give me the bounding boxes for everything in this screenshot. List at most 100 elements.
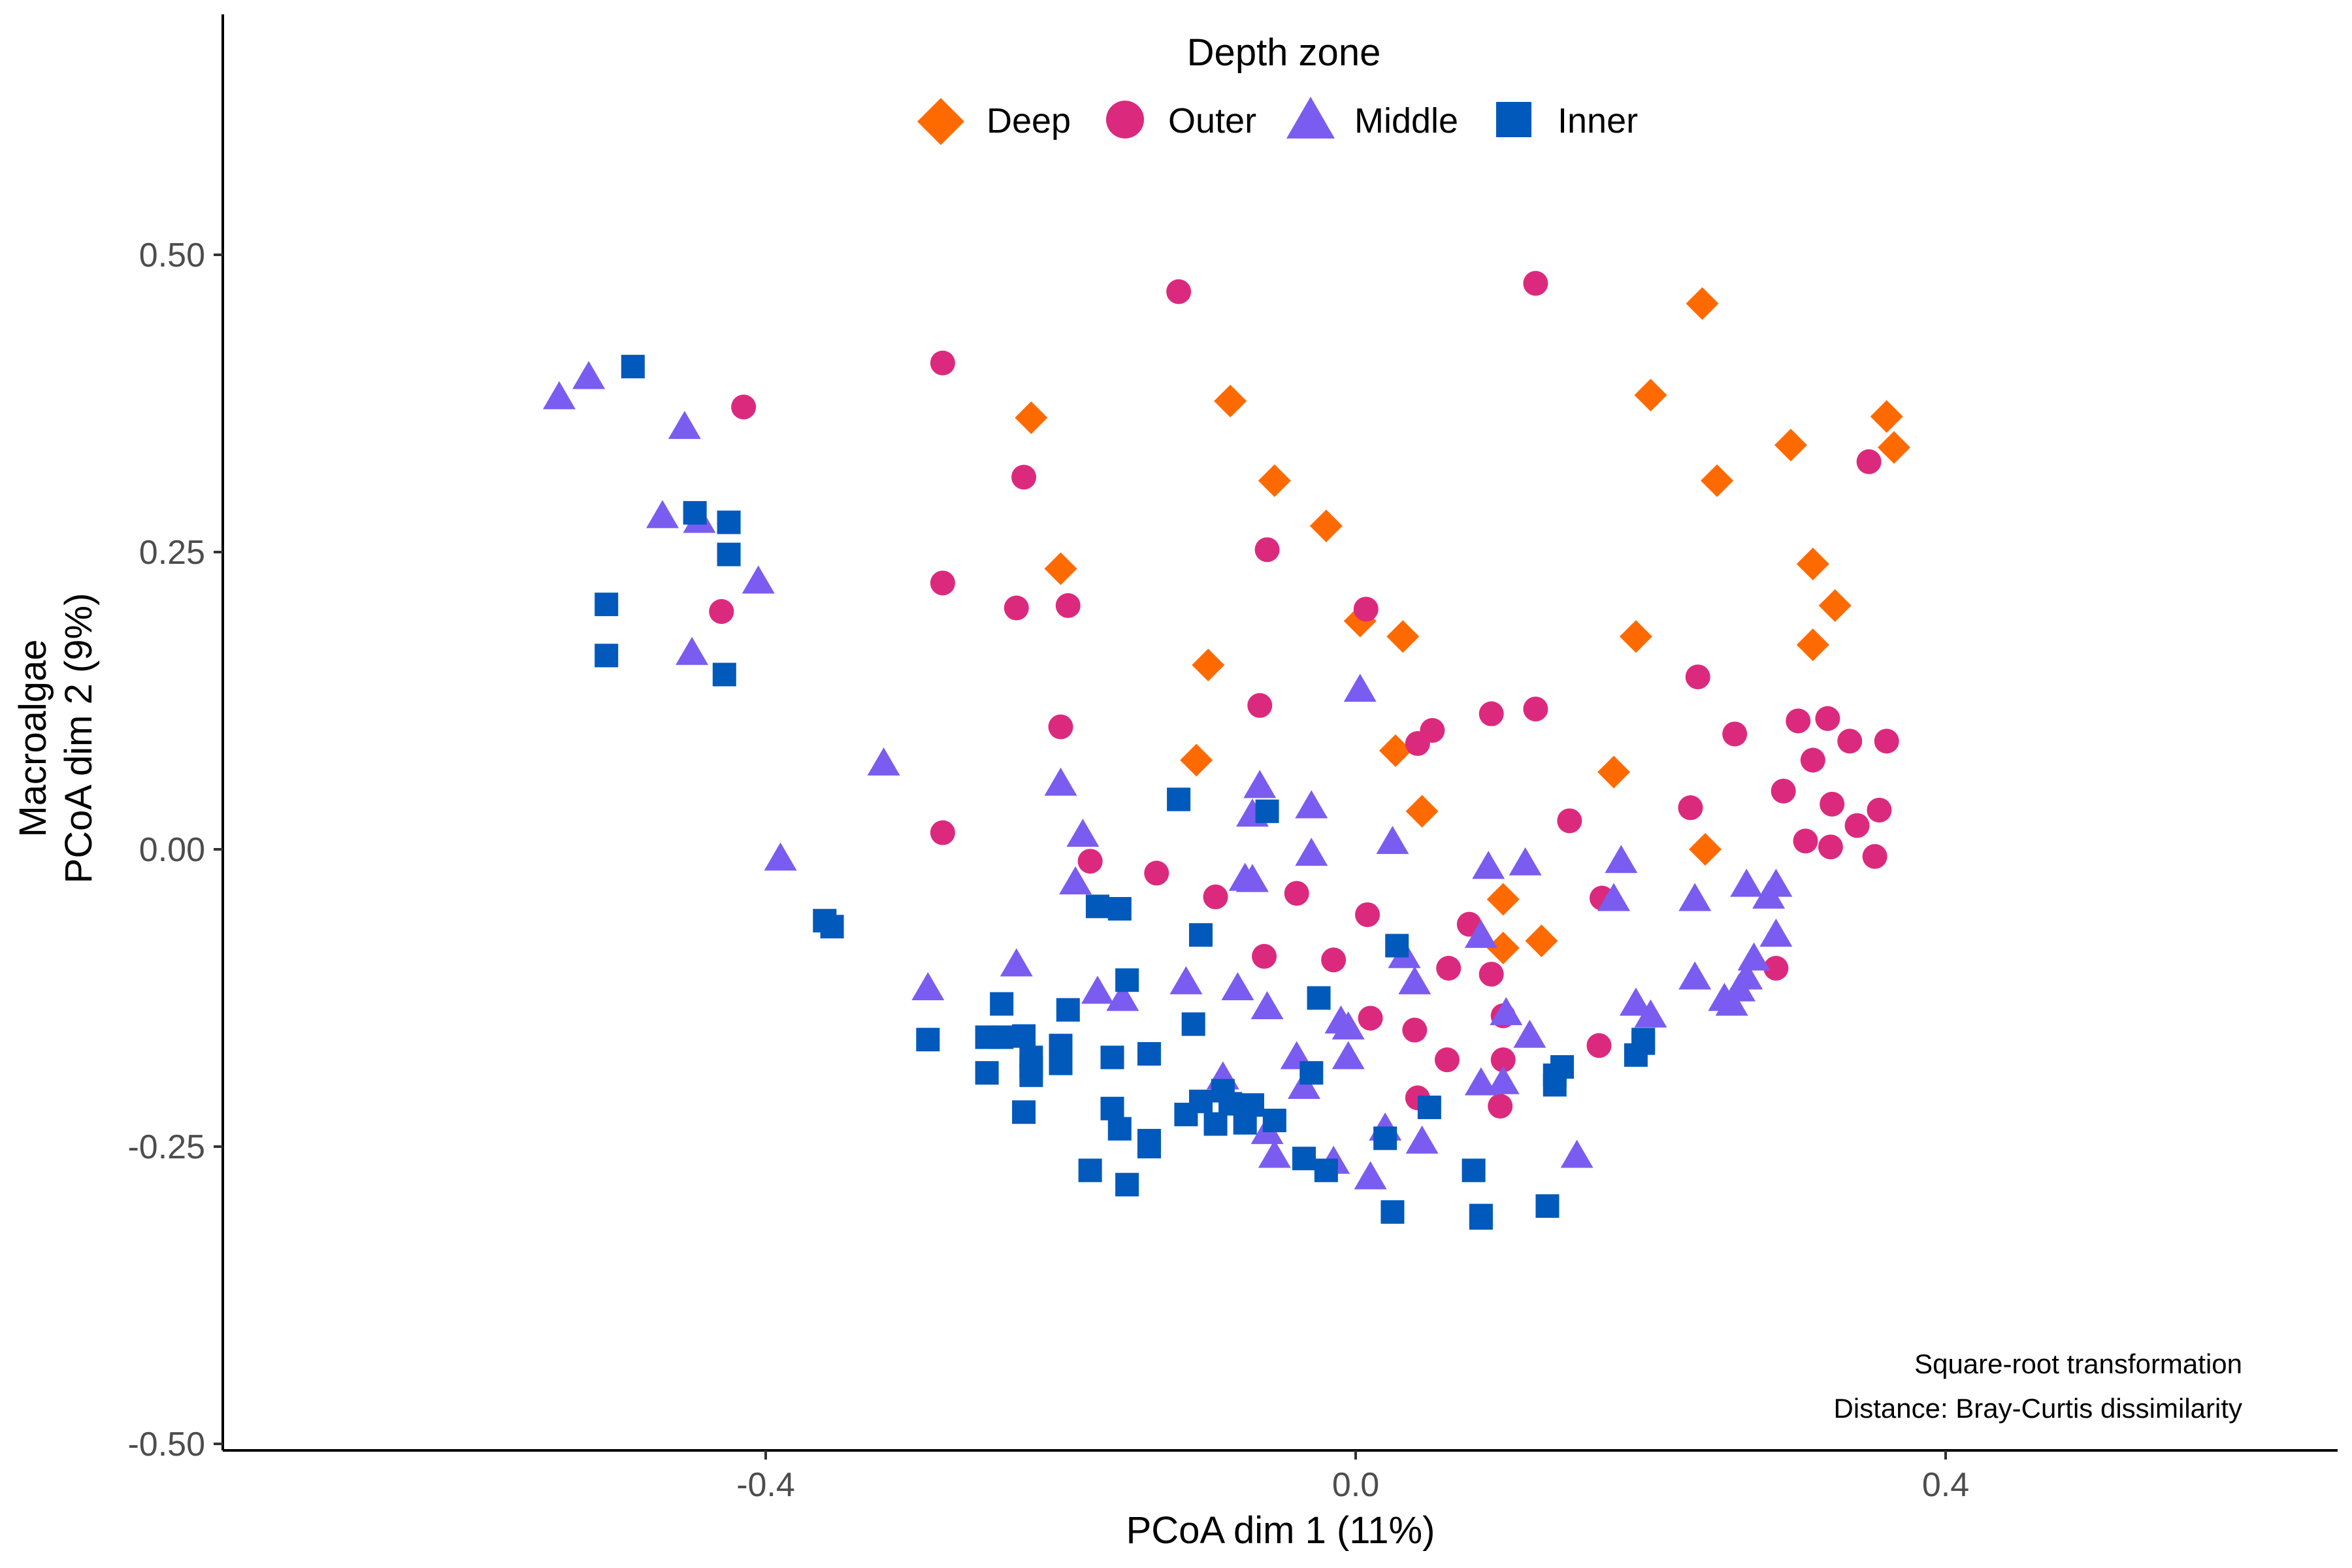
point-inner	[1462, 1158, 1486, 1183]
point-middle	[911, 972, 945, 1000]
point-outer	[1405, 731, 1430, 757]
point-middle	[1059, 866, 1092, 894]
point-middle	[742, 565, 775, 594]
point-outer	[1321, 947, 1347, 973]
point-outer	[1678, 795, 1703, 821]
point-middle	[1678, 883, 1712, 911]
legend-key-deep: Deep	[917, 98, 1071, 145]
point-middle	[1221, 972, 1254, 1000]
point-outer	[1586, 1033, 1612, 1058]
point-outer	[1247, 693, 1273, 718]
point-middle	[1560, 1139, 1593, 1168]
point-outer	[709, 599, 734, 624]
point-middle	[1343, 674, 1377, 702]
legend-key-outer: Outer	[1106, 101, 1256, 140]
y-tick-label: -0.50	[127, 1426, 205, 1463]
point-outer	[1800, 747, 1825, 773]
point-outer	[1820, 791, 1845, 817]
point-outer	[1488, 1094, 1513, 1119]
point-inner	[1085, 894, 1109, 919]
point-middle	[1081, 975, 1114, 1004]
legend-key-inner: Inner	[1496, 101, 1638, 140]
point-middle	[1634, 999, 1667, 1028]
point-inner	[1100, 1045, 1124, 1070]
point-middle	[676, 636, 709, 665]
point-outer	[1254, 537, 1280, 563]
point-deep	[1386, 620, 1420, 653]
annotation-distance: Distance: Bray-Curtis dissimilarity	[1834, 1393, 2242, 1424]
point-inner	[1078, 1158, 1102, 1183]
point-inner	[1188, 923, 1213, 947]
point-inner	[1181, 1012, 1205, 1036]
legend-outer-circle-icon	[1106, 101, 1144, 139]
point-inner	[975, 1025, 999, 1049]
point-outer	[1402, 1017, 1428, 1043]
point-deep	[1405, 794, 1439, 828]
point-inner	[1012, 1100, 1036, 1124]
point-middle	[1605, 845, 1638, 874]
point-outer	[1203, 884, 1228, 909]
point-inner	[1535, 1194, 1560, 1218]
point-middle	[1250, 991, 1284, 1020]
point-outer	[1478, 701, 1504, 727]
point-middle	[1597, 883, 1631, 911]
point-outer	[1358, 1005, 1383, 1031]
point-outer	[1166, 279, 1192, 304]
point-deep	[1796, 628, 1829, 661]
point-outer	[1055, 593, 1081, 618]
point-inner	[1137, 1042, 1161, 1066]
point-middle	[1066, 819, 1100, 847]
point-outer	[1355, 902, 1380, 928]
y-tick-label: 0.25	[139, 534, 205, 572]
point-inner	[820, 915, 844, 939]
point-middle	[1169, 966, 1203, 994]
point-outer	[1523, 696, 1548, 722]
point-middle	[1000, 948, 1033, 977]
point-middle	[1295, 838, 1328, 866]
point-middle	[1509, 847, 1542, 875]
point-outer	[1252, 943, 1277, 969]
point-middle	[1464, 919, 1497, 948]
x-tick-label: -0.4	[736, 1466, 795, 1504]
point-outer	[1763, 956, 1789, 981]
point-inner	[1107, 1117, 1132, 1141]
point-middle	[1287, 1071, 1320, 1099]
point-inner	[621, 355, 645, 379]
point-deep	[1525, 924, 1558, 958]
point-outer	[1771, 778, 1796, 804]
point-inner	[1174, 1102, 1198, 1126]
point-middle	[1464, 1067, 1497, 1096]
point-deep	[1486, 932, 1520, 965]
point-deep	[1701, 464, 1734, 497]
point-deep	[1309, 509, 1343, 542]
point-deep	[1015, 401, 1048, 434]
point-middle	[1243, 770, 1277, 798]
point-outer	[1685, 664, 1710, 690]
y-tick-label: 0.00	[139, 831, 205, 869]
point-deep	[1818, 589, 1852, 622]
point-inner	[1233, 1111, 1257, 1135]
point-middle	[1486, 1066, 1520, 1094]
point-middle	[542, 381, 576, 410]
point-inner	[595, 593, 619, 617]
point-outer	[1793, 828, 1818, 854]
point-outer	[1844, 813, 1870, 838]
point-inner	[1100, 1096, 1124, 1120]
point-deep	[1214, 384, 1247, 417]
point-outer	[1004, 595, 1029, 621]
point-middle	[1678, 961, 1712, 990]
legend-inner-square-icon	[1496, 102, 1531, 137]
point-inner	[1631, 1028, 1656, 1052]
legend-title: Depth zone	[1187, 31, 1381, 74]
point-middle	[1106, 983, 1139, 1011]
point-middle	[1708, 983, 1741, 1011]
point-outer	[1523, 270, 1548, 296]
axis-ticks-layer: -0.4 0.0 0.4 0.50 0.25 0.00 -0.25 -0.50	[127, 237, 1969, 1504]
point-outer	[1434, 1047, 1460, 1073]
point-outer	[1862, 843, 1887, 869]
point-middle	[1354, 1161, 1387, 1190]
point-outer	[930, 570, 955, 596]
point-outer	[930, 350, 955, 376]
point-deep	[1634, 378, 1667, 412]
